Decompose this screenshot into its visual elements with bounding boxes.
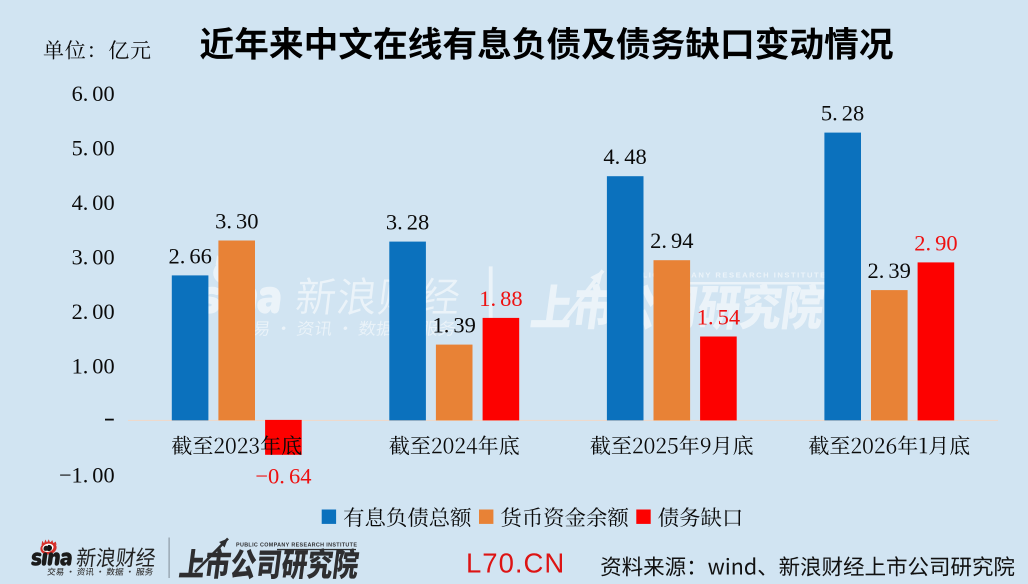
svg-text:1.54: 1. 54	[697, 305, 740, 330]
svg-text:2.39: 2. 39	[868, 258, 911, 283]
svg-text:5.00: 5. 00	[72, 135, 115, 160]
svg-text:4.48: 4. 48	[603, 144, 646, 169]
svg-text:2.94: 2. 94	[650, 228, 693, 253]
svg-text:PUBLIC COMPANY RESEARCH INSTIT: PUBLIC COMPANY RESEARCH INSTITUTE	[622, 270, 827, 279]
svg-text:3.00: 3. 00	[72, 244, 115, 269]
svg-text:3.28: 3. 28	[386, 210, 429, 235]
svg-text:−0.64: −0. 64	[255, 464, 311, 489]
svg-text:2.90: 2. 90	[914, 230, 957, 255]
svg-text:4.00: 4. 00	[72, 190, 115, 215]
svg-text:1.00: 1. 00	[72, 353, 115, 378]
svg-text:5.28: 5. 28	[821, 101, 864, 126]
svg-text:6.00: 6. 00	[72, 81, 115, 106]
svg-text:1.39: 1. 39	[433, 313, 476, 338]
svg-text:2.00: 2. 00	[72, 299, 115, 324]
svg-text:−1.00: −1. 00	[59, 462, 115, 487]
svg-text:1.88: 1. 88	[479, 286, 522, 311]
svg-text:2.66: 2. 66	[169, 243, 212, 268]
svg-text:PUBLIC COMPANY RESEARCH INSTIT: PUBLIC COMPANY RESEARCH INSTITUTE	[236, 542, 357, 548]
svg-text:3.30: 3. 30	[215, 209, 258, 234]
svg-text:L70.CN: L70.CN	[466, 548, 565, 579]
